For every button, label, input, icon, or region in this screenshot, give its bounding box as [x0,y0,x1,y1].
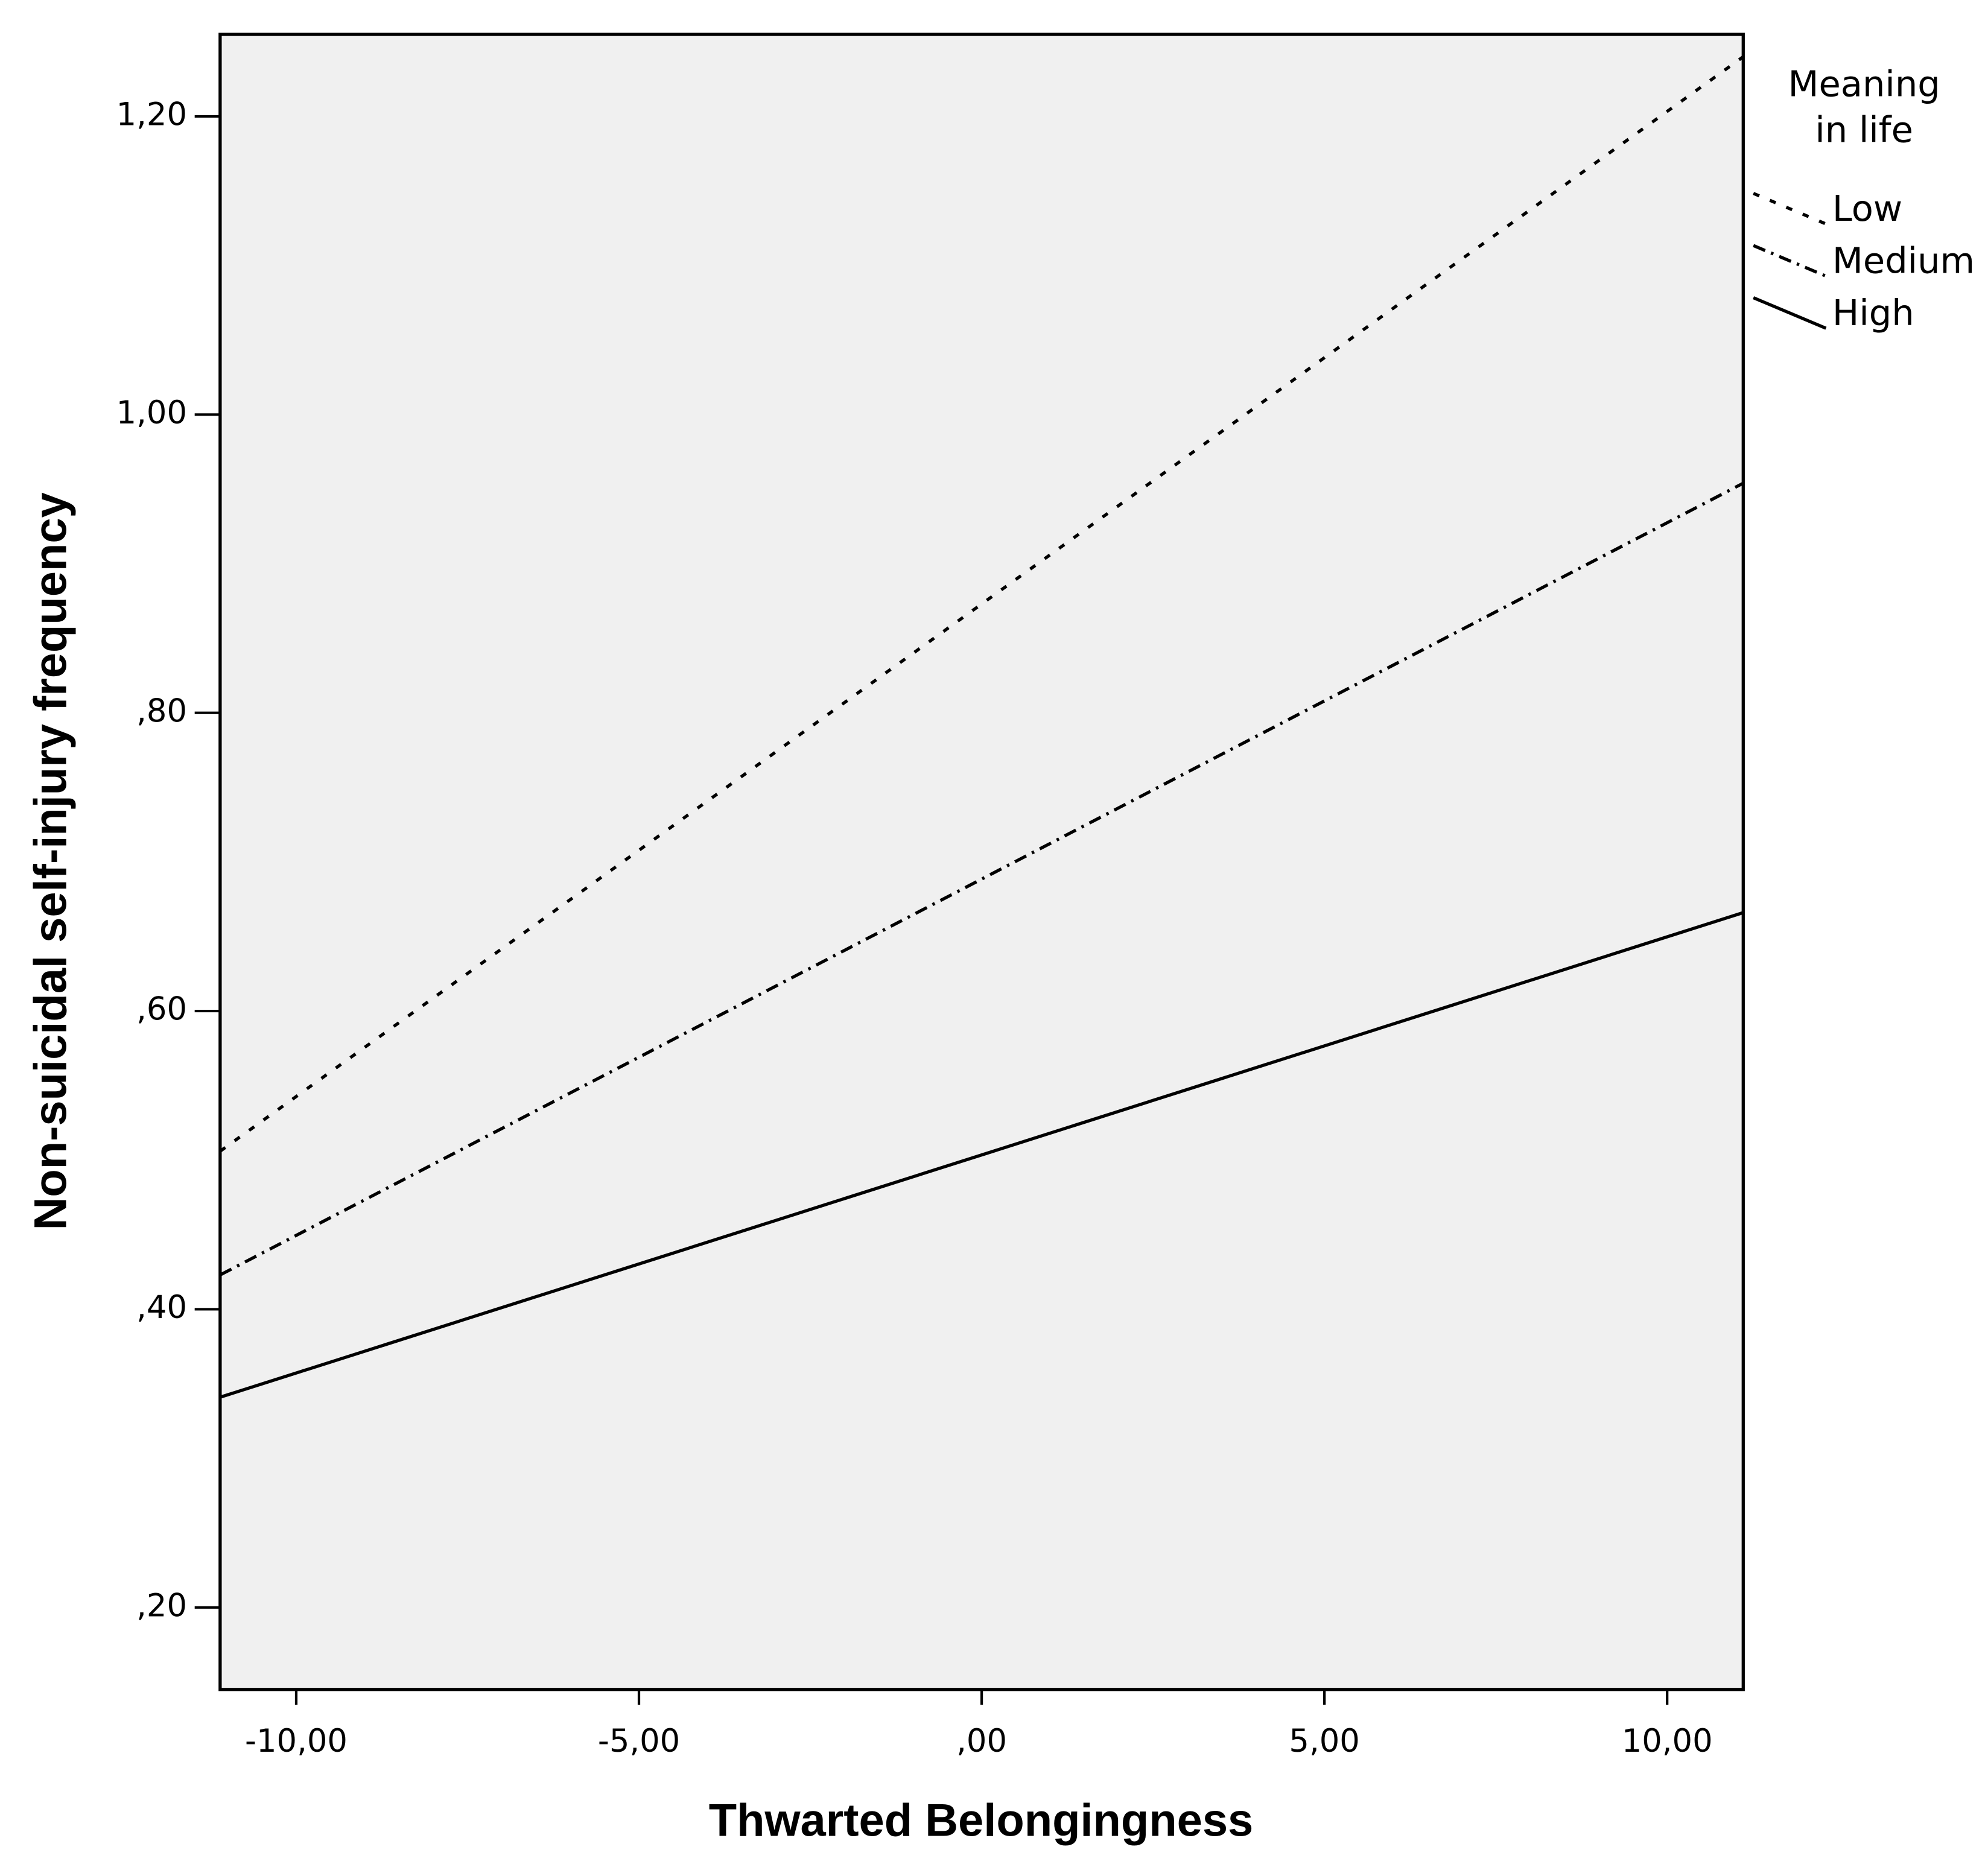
y-tick-label: ,20 [136,1587,187,1624]
x-tick-label: -10,00 [245,1723,348,1760]
x-tick-label: -5,00 [598,1723,680,1760]
y-tick-label: ,80 [136,692,187,729]
x-tick-label: 5,00 [1289,1723,1359,1760]
legend-label: Low [1832,188,1902,229]
series-line [219,481,1744,1276]
legend-label: High [1832,292,1914,334]
y-axis-title: Non-suicidal self-injury frequency [25,492,77,1230]
x-axis-title: Thwarted Belongingness [709,1795,1254,1846]
x-tick-label: ,00 [956,1723,1007,1760]
plot-area [218,33,1745,1691]
legend-title: Meaning [1788,63,1940,105]
y-tick-label: ,40 [136,1289,187,1326]
legend-swatch [1753,296,1827,330]
y-tick-label: 1,00 [116,395,187,431]
x-tick-label: 10,00 [1622,1723,1713,1760]
legend-label: Medium [1832,240,1975,282]
legend-swatch [1753,244,1827,278]
legend-title: in life [1815,109,1913,150]
y-tick-label: 1,20 [116,97,187,133]
y-tick-label: ,60 [136,991,187,1028]
legend-swatch [1753,192,1827,226]
series-line [220,911,1744,1399]
